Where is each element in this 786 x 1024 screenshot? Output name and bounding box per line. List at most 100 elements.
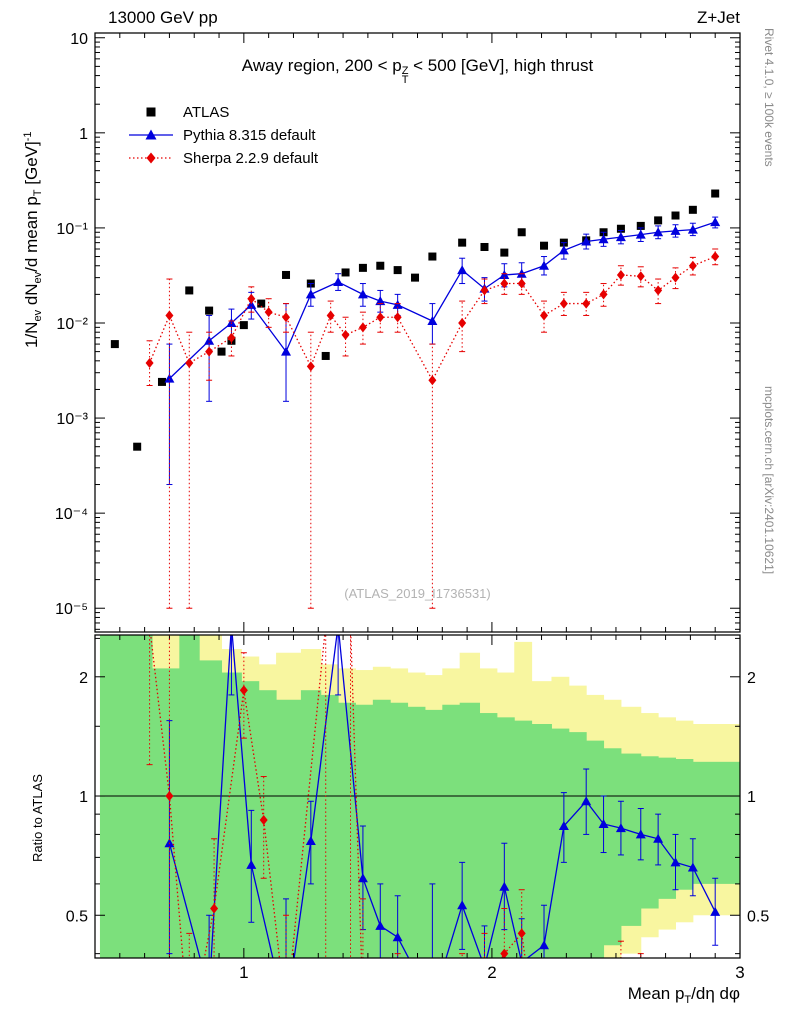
green-band xyxy=(531,723,552,958)
triangle-marker xyxy=(281,1010,291,1019)
diamond-marker xyxy=(145,357,154,368)
square-marker xyxy=(458,238,467,247)
triangle-marker xyxy=(581,236,592,246)
x-label-sub: T xyxy=(684,994,692,1006)
square-marker xyxy=(133,442,142,451)
green-band xyxy=(514,720,533,958)
diamond-marker xyxy=(616,269,625,280)
diamond-marker xyxy=(282,1010,290,1020)
diamond-marker xyxy=(239,685,248,696)
y-tick-label: 10⁻⁵ xyxy=(55,601,88,618)
triangle-marker xyxy=(615,232,626,242)
series-sherpa-2-2-9-default xyxy=(145,248,720,609)
green-band xyxy=(586,740,605,958)
y-label-part: dN xyxy=(22,283,41,310)
triangle-marker xyxy=(635,829,646,839)
y-label-sub: ev xyxy=(32,271,44,284)
diamond-marker xyxy=(322,620,330,630)
plot-title-sub: T xyxy=(401,74,409,86)
green-band xyxy=(372,699,391,958)
diamond-marker xyxy=(376,312,385,323)
y-tick-label: 10⁻² xyxy=(56,316,88,333)
ratio-tick-label-left: 2 xyxy=(79,670,88,687)
triangle-marker xyxy=(357,289,368,299)
diamond-marker xyxy=(393,312,402,323)
legend-label: Sherpa 2.2.9 default xyxy=(183,149,319,167)
triangle-marker xyxy=(305,835,316,845)
header-beam-energy: 13000 GeV pp xyxy=(108,8,218,27)
diamond-marker xyxy=(259,814,268,825)
square-marker xyxy=(110,340,119,349)
ratio-tick-label-right: 0.5 xyxy=(747,908,769,925)
y-tick-label: 10 xyxy=(70,31,88,48)
diamond-marker xyxy=(341,329,350,340)
triangle-marker xyxy=(427,315,438,325)
diamond-marker xyxy=(264,307,273,318)
y-label-part: 1/N xyxy=(22,321,41,348)
triangle-marker xyxy=(687,862,698,872)
triangle-marker xyxy=(499,881,510,891)
square-marker xyxy=(185,286,194,295)
plot-title-suffix: < 500 [GeV], high thrust xyxy=(408,56,594,75)
y-label-part: [GeV] xyxy=(22,141,41,190)
legend-item: ATLAS xyxy=(128,103,318,121)
triangle-marker xyxy=(392,932,403,942)
triangle-marker xyxy=(246,859,257,869)
square-marker xyxy=(205,306,214,315)
x-tick-label: 2 xyxy=(487,963,496,982)
diamond-marker xyxy=(671,272,680,283)
header-process: Z+Jet xyxy=(697,8,740,27)
triangle-marker xyxy=(710,217,721,227)
green-band xyxy=(459,702,481,958)
diamond-marker xyxy=(165,791,174,802)
diamond-marker xyxy=(210,903,219,914)
green-band xyxy=(424,709,443,958)
diamond-marker xyxy=(500,948,509,958)
square-marker xyxy=(517,228,526,237)
diamond-marker xyxy=(428,375,437,386)
y-axis-label: 1/Nev dNev/d mean pT [GeV]-1 xyxy=(22,132,44,349)
triangle-marker xyxy=(687,224,698,234)
square-marker xyxy=(540,241,549,250)
main-frame xyxy=(94,32,741,633)
triangle-marker xyxy=(305,289,316,299)
green-band xyxy=(276,699,302,958)
green-band xyxy=(620,753,642,926)
triangle-marker xyxy=(615,823,626,833)
legend: ATLAS Pythia 8.315 default Sherpa 2.2.9 de… xyxy=(128,103,318,167)
diamond-marker xyxy=(165,310,174,321)
legend-item: Pythia 8.315 default xyxy=(128,126,318,144)
triangle-marker xyxy=(375,296,386,306)
diamond-marker xyxy=(711,251,720,262)
diamond-marker xyxy=(480,285,489,296)
triangle-marker xyxy=(670,857,681,867)
diamond-marker xyxy=(227,332,236,343)
triangle-marker xyxy=(392,299,403,309)
diamond-marker xyxy=(247,293,256,304)
series-sherpa-2-2-9-default xyxy=(146,620,644,1020)
triangle-marker xyxy=(375,920,386,930)
diamond-marker xyxy=(599,289,608,300)
triangle-marker xyxy=(598,818,609,828)
triangle-marker xyxy=(499,269,510,279)
green-band xyxy=(221,672,242,958)
green-band xyxy=(640,756,659,909)
triangle-marker xyxy=(558,821,569,831)
green-band xyxy=(496,717,515,958)
series-pythia-8-315-default xyxy=(164,216,721,486)
x-axis-label: Mean pT/dη dφ xyxy=(95,984,740,1006)
triangle-marker xyxy=(710,906,721,916)
diamond-marker xyxy=(347,620,355,630)
square-marker xyxy=(146,107,156,117)
green-band xyxy=(241,681,260,958)
square-marker xyxy=(321,351,330,360)
legend-item: Sherpa 2.2.9 default xyxy=(128,149,318,167)
diamond-marker xyxy=(559,298,568,309)
diamond-marker xyxy=(636,271,645,282)
ratio-tick-label-right: 2 xyxy=(747,670,756,687)
triangle-marker xyxy=(333,276,344,286)
triangle-marker xyxy=(539,260,550,270)
triangle-marker xyxy=(558,245,569,255)
